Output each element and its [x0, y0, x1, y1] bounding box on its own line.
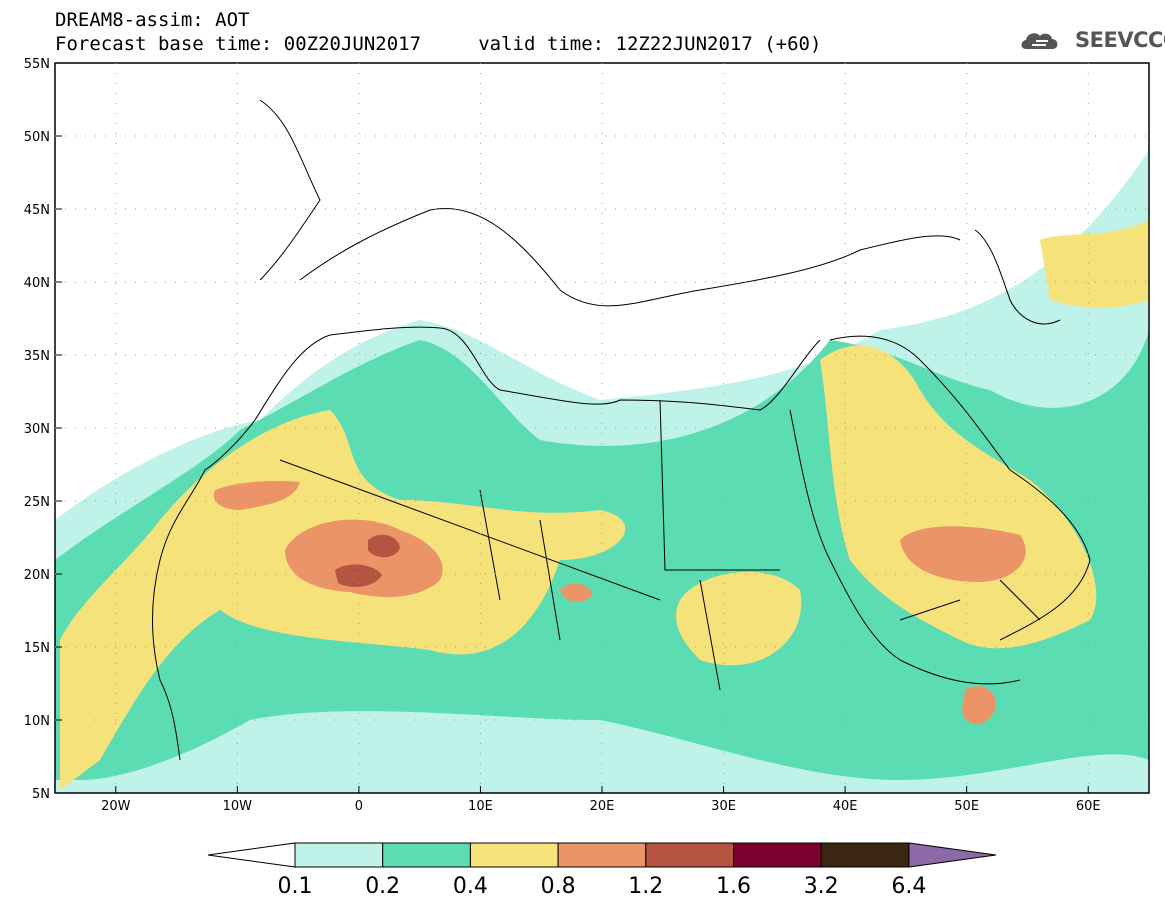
lat-tick-label: 15N [24, 641, 50, 656]
coastlines [152, 99, 1091, 761]
lat-tick-label: 40N [24, 276, 50, 291]
aot-contour-08 [213, 480, 300, 510]
lat-tick-label: 55N [24, 57, 50, 72]
lat-tick-label: 45N [24, 203, 50, 218]
aot-contour-11 [962, 686, 996, 725]
lat-tick-label: 50N [24, 130, 50, 145]
lat-tick-label: 25N [24, 495, 50, 510]
lon-tick-label: 20E [590, 799, 615, 814]
lat-tick-label: 35N [24, 349, 50, 364]
cloud-icon [1021, 33, 1058, 49]
lon-axis: 20W 10W 0 10E 20E 30E 40E 50E 60E [101, 786, 1101, 814]
lon-tick-label: 0 [355, 799, 363, 814]
aot-contour-09 [900, 526, 1026, 582]
lon-tick-label: 30E [711, 799, 736, 814]
lon-tick-label: 10W [223, 799, 253, 814]
lat-tick-label: 10N [24, 714, 50, 729]
lon-tick-label: 40E [833, 799, 858, 814]
lon-tick-label: 60E [1076, 799, 1101, 814]
lat-tick-label: 20N [24, 568, 50, 583]
lon-tick-label: 50E [954, 799, 979, 814]
aot-contour-04 [676, 571, 802, 666]
aot-contour-05 [820, 345, 1097, 649]
aot-field [55, 150, 1149, 793]
lon-tick-label: 20W [101, 799, 131, 814]
lat-axis: 55N 50N 45N 40N 35N 30N 25N 20N 15N 10N 5N [24, 57, 62, 802]
aot-contour-06 [1040, 220, 1149, 308]
aot-contour-03 [60, 410, 626, 790]
lat-tick-label: 5N [32, 787, 50, 802]
aot-contour-12 [335, 564, 382, 587]
map-title: DREAM8-assim: AOT [55, 9, 250, 31]
lon-tick-label: 10E [468, 799, 493, 814]
lat-tick-label: 30N [24, 422, 50, 437]
aot-contour-07 [285, 519, 443, 597]
logo-text: SEEVCCC [1075, 28, 1165, 52]
aot-contour-13 [368, 534, 400, 558]
forecast-times: Forecast base time: 00Z20JUN2017 valid t… [55, 33, 822, 55]
aot-contour-10 [560, 583, 592, 602]
